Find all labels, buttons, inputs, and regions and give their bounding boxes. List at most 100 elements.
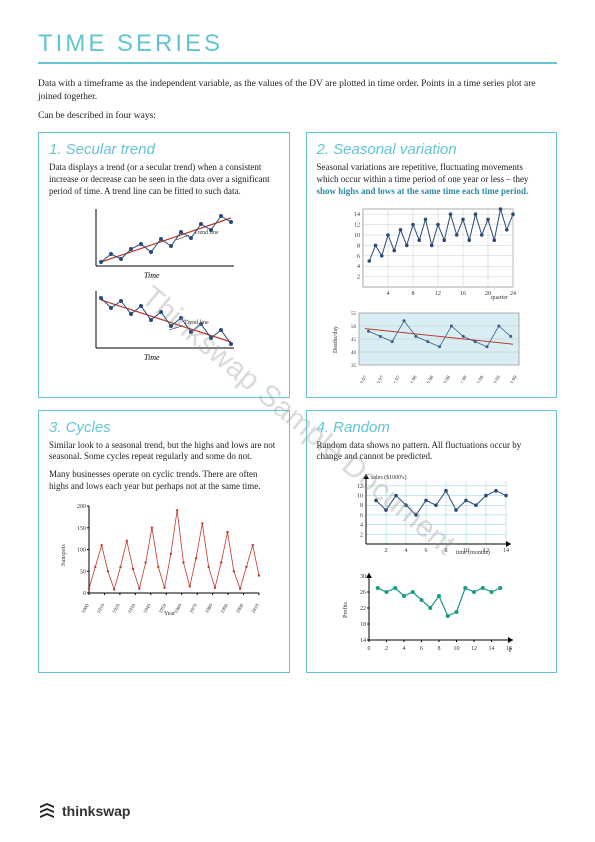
svg-text:26: 26 [360,590,366,596]
quarter-label: quarter [491,295,508,301]
svg-text:55: 55 [351,312,357,317]
svg-text:Mar 09: Mar 09 [473,374,486,382]
svg-text:4: 4 [387,291,390,297]
sales-title: sales ($1000's) [371,474,407,481]
x-axis-label: Time [144,271,160,280]
svg-text:1930: 1930 [128,603,138,615]
svg-text:Sep 08: Sep 08 [440,374,452,382]
svg-text:4: 4 [357,264,360,270]
box1-text: Data displays a trend (or a secular tren… [49,162,279,197]
svg-text:22: 22 [360,606,366,612]
svg-text:200: 200 [77,504,86,510]
trend-line-label-2: Trend line [184,320,209,326]
svg-text:14: 14 [360,638,366,644]
svg-text:2: 2 [360,532,363,538]
svg-text:2: 2 [385,646,388,652]
svg-text:Dec 07: Dec 07 [390,374,403,382]
intro-text-2: Can be described in four ways: [38,110,557,123]
svg-text:2: 2 [357,274,360,280]
svg-text:6: 6 [420,646,423,652]
svg-text:10: 10 [354,233,360,239]
svg-text:14: 14 [354,212,360,218]
svg-text:45: 45 [351,338,357,343]
svg-text:4: 4 [360,522,363,528]
seasonal-quarter-chart: 2468101214 4812162024 quarter [341,204,521,304]
svg-text:Jun 09: Jun 09 [491,374,503,382]
svg-text:2010: 2010 [251,603,261,615]
svg-text:12: 12 [435,291,441,297]
svg-text:Mar 08: Mar 08 [406,374,419,382]
svg-text:150: 150 [77,526,86,532]
svg-text:1920: 1920 [112,603,122,615]
box3-text1: Similar look to a seasonal trend, but th… [49,440,279,463]
box-secular-trend: 1. Secular trend Data displays a trend (… [38,132,290,397]
intro-text-1: Data with a timeframe as the independent… [38,78,557,104]
svg-text:0: 0 [368,646,371,652]
box2-title: 2. Seasonal variation [317,141,547,158]
svg-text:10: 10 [357,493,363,499]
random-profits-chart: 1418222630 0246810121416 Profits t [341,568,521,658]
seasonal-deaths-chart: 35 40 45 50 55 Jun 07 Sep 07 Dec 07Mar 08 Jun 0… [331,308,531,383]
svg-text:50: 50 [351,325,357,330]
deaths-y-label: Deaths/day [333,326,339,353]
svg-text:1910: 1910 [97,603,107,615]
sunspot-chart: 050100150200 190019101920193019401950196… [59,498,269,618]
box2-text-highlight: show highs and lows at the same time eac… [317,186,529,196]
svg-text:1970: 1970 [189,603,199,615]
box3-title: 3. Cycles [49,419,279,436]
svg-text:40: 40 [351,351,357,356]
svg-text:30: 30 [360,574,366,580]
random-sales-chart: 24681012 2468101214 sales ($1000's) time… [341,469,521,564]
svg-text:Sep 09: Sep 09 [507,374,519,382]
svg-text:Dec 08: Dec 08 [457,374,470,382]
box2-text: Seasonal variations are repetitive, fluc… [317,162,547,197]
svg-text:Sep 07: Sep 07 [374,374,386,382]
svg-text:8: 8 [438,646,441,652]
footer-brand: thinkswap [62,803,130,819]
svg-text:6: 6 [360,513,363,519]
svg-text:4: 4 [403,646,406,652]
svg-text:Jun 08: Jun 08 [424,374,436,382]
svg-text:2000: 2000 [236,603,246,615]
trend-down-chart: Trend line Time [84,286,244,364]
svg-text:35: 35 [351,364,357,369]
box4-text: Random data shows no pattern. All fluctu… [317,440,547,463]
box1-title: 1. Secular trend [49,141,279,158]
svg-text:1990: 1990 [220,603,230,615]
box4-title: 4. Random [317,419,547,436]
content-grid: 1. Secular trend Data displays a trend (… [38,132,557,672]
svg-text:8: 8 [360,503,363,509]
svg-text:6: 6 [357,253,360,259]
svg-text:100: 100 [77,548,86,554]
svg-text:6: 6 [425,548,428,554]
svg-text:Jun 07: Jun 07 [357,374,369,382]
svg-text:1940: 1940 [143,603,153,615]
box-random: 4. Random Random data shows no pattern. … [306,410,558,673]
svg-text:12: 12 [354,222,360,228]
svg-text:0: 0 [83,591,86,597]
title-rule [38,62,557,64]
sunspot-y-label: Sunspots [61,544,67,566]
svg-text:4: 4 [405,548,408,554]
sales-x-label: time (months) [456,549,490,556]
svg-text:18: 18 [360,622,366,628]
box-cycles: 3. Cycles Similar look to a seasonal tre… [38,410,290,673]
page-title: TIME SERIES [38,30,557,58]
svg-text:1980: 1980 [205,603,215,615]
svg-text:14: 14 [489,646,495,652]
trend-up-chart: Trend line Time [84,204,244,282]
svg-text:24: 24 [510,291,516,297]
profits-y-label: Profits [342,601,349,618]
svg-text:12: 12 [471,646,477,652]
svg-text:8: 8 [412,291,415,297]
svg-text:1900: 1900 [81,603,91,615]
sunspot-x-label: Year [164,611,175,617]
svg-text:14: 14 [503,548,509,554]
svg-text:50: 50 [80,570,86,576]
svg-text:16: 16 [460,291,466,297]
thinkswap-logo-icon [38,802,56,820]
box-seasonal: 2. Seasonal variation Seasonal variation… [306,132,558,397]
trend-line-label: Trend line [194,230,219,236]
box2-text-plain: Seasonal variations are repetitive, fluc… [317,162,529,184]
footer: thinkswap [38,798,130,824]
